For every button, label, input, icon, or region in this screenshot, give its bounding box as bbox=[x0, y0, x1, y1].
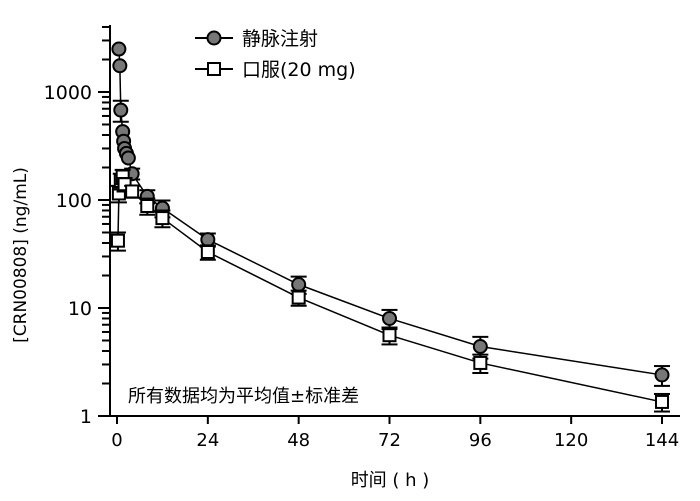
series-1 bbox=[109, 168, 670, 413]
data-point-circle bbox=[200, 232, 216, 248]
data-point-square bbox=[155, 211, 170, 226]
legend-label: 静脉注射 bbox=[242, 28, 318, 50]
x-tick-label: 144 bbox=[645, 430, 679, 451]
x-tick-label: 0 bbox=[111, 430, 122, 451]
legend-circle-icon bbox=[206, 30, 222, 46]
y-axis-label: [CRN00808] (ng/mL) bbox=[11, 167, 31, 343]
annotation: 所有数据均为平均值±标准差 bbox=[128, 386, 359, 407]
data-point-circle bbox=[382, 310, 397, 326]
y-tick-label: 1000 bbox=[44, 82, 92, 104]
y-tick-label: 100 bbox=[56, 190, 92, 212]
data-point-circle bbox=[120, 150, 136, 166]
data-point-square bbox=[110, 233, 125, 248]
data-point-square bbox=[140, 198, 155, 213]
data-point-square bbox=[200, 245, 215, 260]
data-point-circle bbox=[112, 58, 128, 74]
data-point-circle bbox=[654, 367, 670, 383]
x-tick-label: 48 bbox=[287, 430, 310, 451]
x-tick-label: 96 bbox=[469, 430, 492, 451]
data-point-square bbox=[473, 355, 488, 370]
data-point-square bbox=[291, 290, 306, 305]
x-tick-label: 120 bbox=[554, 430, 588, 451]
data-point-circle bbox=[472, 339, 488, 355]
legend-square-icon bbox=[207, 62, 221, 76]
data-point-circle bbox=[113, 102, 129, 118]
x-axis-label: 时间 ( h ) bbox=[351, 470, 430, 491]
series-line bbox=[117, 174, 663, 403]
x-tick-label: 72 bbox=[378, 430, 401, 451]
y-tick-label: 1 bbox=[80, 406, 92, 428]
data-point-square bbox=[382, 328, 397, 343]
y-tick-label: 10 bbox=[68, 298, 92, 320]
data-point-circle bbox=[111, 41, 127, 57]
x-tick-label: 24 bbox=[196, 430, 219, 451]
data-point-square bbox=[125, 184, 140, 199]
legend-label: 口服(20 mg) bbox=[242, 59, 356, 81]
data-point-circle bbox=[291, 277, 307, 293]
data-point-square bbox=[655, 394, 669, 409]
